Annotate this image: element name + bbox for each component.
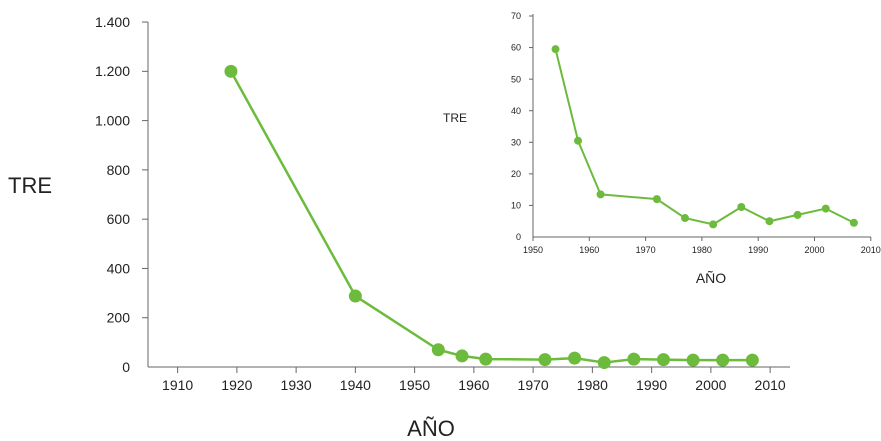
inset-y-tick-label: 10 — [511, 201, 521, 211]
main-y-tick-label: 800 — [107, 162, 131, 178]
inset-y-ticks: 0 10 20 30 40 50 60 70 — [511, 11, 533, 242]
main-x-tick-label: 1920 — [221, 377, 252, 393]
inset-y-axis-label: TRE — [443, 111, 467, 125]
main-x-tick-label: 1930 — [281, 377, 312, 393]
inset-x-axis-label: AÑO — [696, 270, 726, 286]
inset-data-point — [652, 195, 661, 204]
inset-data-point — [821, 204, 830, 213]
main-y-ticks: 0 200 400 600 800 1.000 1.200 1.400 — [95, 14, 148, 375]
inset-chart: 0 10 20 30 40 50 60 70 1950 1960 1970 1980 1990 2000… — [443, 11, 881, 286]
main-data-point — [627, 352, 641, 366]
main-data-point — [686, 353, 700, 367]
inset-x-tick-label: 1980 — [692, 245, 712, 255]
main-data-point — [716, 353, 730, 367]
inset-x-tick-label: 1950 — [523, 245, 543, 255]
inset-x-tick-label: 1970 — [636, 245, 656, 255]
main-data-point — [597, 356, 611, 370]
inset-x-tick-label: 2000 — [804, 245, 824, 255]
main-x-tick-label: 1910 — [162, 377, 193, 393]
inset-y-tick-label: 40 — [511, 106, 521, 116]
main-series-line — [229, 70, 753, 364]
main-x-tick-label: 1990 — [636, 377, 667, 393]
main-x-tick-label: 2010 — [755, 377, 786, 393]
main-data-point — [348, 289, 362, 303]
main-data-point — [656, 353, 670, 367]
main-data-point — [431, 343, 445, 357]
main-y-tick-label: 600 — [107, 211, 131, 227]
main-data-point — [745, 353, 759, 367]
main-x-tick-label: 2000 — [695, 377, 726, 393]
inset-y-tick-label: 0 — [516, 232, 521, 242]
inset-data-point — [849, 218, 858, 227]
inset-data-point — [737, 203, 746, 212]
main-x-tick-label: 1940 — [340, 377, 371, 393]
main-data-point — [538, 353, 552, 367]
inset-data-point — [709, 220, 718, 229]
main-y-tick-label: 0 — [122, 359, 130, 375]
inset-data-point — [551, 45, 560, 54]
main-y-tick-label: 200 — [107, 310, 131, 326]
main-x-tick-label: 1960 — [458, 377, 489, 393]
main-data-point — [479, 352, 493, 366]
main-x-ticks: 1910 1920 1930 1940 1950 1960 1970 1980 1990 2000… — [162, 367, 786, 393]
main-data-point — [455, 349, 469, 363]
main-x-tick-label: 1980 — [577, 377, 608, 393]
main-data-point — [568, 351, 582, 365]
inset-series — [551, 45, 858, 229]
inset-data-point — [793, 210, 802, 219]
inset-data-point — [574, 136, 583, 145]
inset-x-ticks: 1950 1960 1970 1980 1990 2000 2010 — [523, 237, 881, 255]
inset-x-tick-label: 1960 — [579, 245, 599, 255]
main-y-tick-label: 400 — [107, 260, 131, 276]
inset-data-point — [765, 217, 774, 226]
main-y-tick-label: 1.000 — [95, 113, 130, 129]
main-series — [224, 64, 759, 370]
main-x-tick-label: 1970 — [518, 377, 549, 393]
inset-y-tick-label: 20 — [511, 169, 521, 179]
inset-y-tick-label: 60 — [511, 43, 521, 53]
main-y-tick-label: 1.200 — [95, 63, 130, 79]
inset-x-tick-label: 2010 — [861, 245, 881, 255]
main-y-axis-label: TRE — [8, 173, 52, 198]
main-data-point — [224, 64, 238, 78]
inset-x-tick-label: 1990 — [748, 245, 768, 255]
main-x-axis-label: AÑO — [407, 416, 455, 441]
inset-y-tick-label: 50 — [511, 74, 521, 84]
main-y-tick-label: 1.400 — [95, 14, 130, 30]
inset-data-point — [681, 214, 690, 223]
inset-data-point — [596, 190, 605, 199]
main-x-tick-label: 1950 — [399, 377, 430, 393]
inset-y-tick-label: 30 — [511, 137, 521, 147]
inset-y-tick-label: 70 — [511, 11, 521, 21]
